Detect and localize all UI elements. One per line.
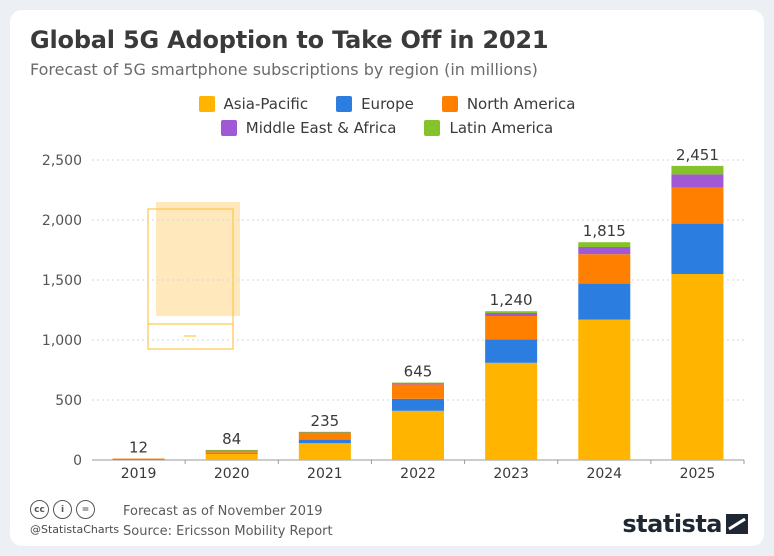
y-axis-ticks: 0 500 1,000 1,500 2,000 2,500 bbox=[42, 153, 82, 469]
bar-segment-europe-2024 bbox=[578, 283, 631, 320]
bar-segment-north-america-2019 bbox=[112, 458, 165, 460]
legend-row-2: Middle East & Africa Latin America bbox=[10, 119, 764, 137]
total-label-2020: 84 bbox=[222, 430, 241, 448]
chart-subtitle: Forecast of 5G smartphone subscriptions … bbox=[30, 60, 538, 79]
source-note: Source: Ericsson Mobility Report bbox=[123, 524, 333, 539]
x-axis-ticks: 2019 2020 2021 2022 2023 2024 2025 bbox=[121, 460, 745, 482]
bar-segment-asia-pacific-2022 bbox=[392, 410, 444, 460]
y-tick-label: 1,000 bbox=[42, 333, 82, 349]
y-tick-label: 1,500 bbox=[42, 273, 82, 289]
bar-segment-north-america-2020 bbox=[205, 450, 258, 453]
bar-segment-europe-2023 bbox=[485, 339, 538, 363]
legend-label-middle-east-africa: Middle East & Africa bbox=[245, 119, 397, 137]
bar-segment-middle-east-africa-2025 bbox=[671, 174, 724, 188]
x-tick-label-2022: 2022 bbox=[400, 466, 436, 482]
bar-segment-latin-america-2025 bbox=[671, 165, 724, 175]
x-tick-label-2021: 2021 bbox=[307, 466, 343, 482]
total-label-2023: 1,240 bbox=[490, 291, 533, 309]
legend-swatch-asia-pacific bbox=[198, 96, 215, 112]
legend-swatch-middle-east-africa bbox=[220, 120, 237, 136]
chart-title: Global 5G Adoption to Take Off in 2021 bbox=[30, 26, 549, 54]
bar-segment-asia-pacific-2020 bbox=[205, 453, 258, 460]
x-tick-label-2020: 2020 bbox=[214, 466, 250, 482]
bar-segment-middle-east-africa-2023 bbox=[485, 313, 538, 316]
bar-segment-north-america-2021 bbox=[298, 432, 351, 440]
bar-segment-asia-pacific-2021 bbox=[298, 443, 351, 460]
y-tick-label: 2,000 bbox=[42, 213, 82, 229]
legend-item-north-america: North America bbox=[441, 95, 576, 113]
bar-segment-middle-east-africa-2024 bbox=[578, 247, 631, 255]
bar-segment-north-america-2023 bbox=[485, 316, 538, 340]
nd-icon: = bbox=[76, 500, 95, 519]
bar-segment-latin-america-2022 bbox=[392, 382, 444, 384]
stacked-bar-chart: 0 500 1,000 1,500 2,000 2,500 12 84 235 645 1,240… bbox=[42, 146, 745, 482]
by-icon: i bbox=[53, 500, 72, 519]
footer-notes: Forecast as of November 2019 Source: Eri… bbox=[123, 502, 333, 542]
statista-handle: @StatistaCharts bbox=[30, 523, 120, 536]
total-label-2019: 12 bbox=[129, 439, 148, 457]
total-label-2025: 2,451 bbox=[676, 146, 719, 164]
legend-item-europe: Europe bbox=[336, 95, 414, 113]
legend-label-latin-america: Latin America bbox=[449, 119, 554, 137]
bar-segment-europe-2021 bbox=[298, 439, 351, 444]
bar-segment-latin-america-2023 bbox=[485, 311, 538, 313]
y-tick-label: 500 bbox=[55, 393, 82, 409]
total-label-2024: 1,815 bbox=[583, 222, 626, 240]
x-tick-label-2024: 2024 bbox=[586, 466, 622, 482]
x-tick-label-2025: 2025 bbox=[680, 466, 716, 482]
bar-segment-europe-2020 bbox=[205, 452, 258, 454]
total-label-2021: 235 bbox=[311, 412, 340, 430]
bar-segment-asia-pacific-2025 bbox=[671, 274, 724, 460]
legend-label-north-america: North America bbox=[466, 95, 576, 113]
bar-segment-latin-america-2021 bbox=[298, 431, 351, 433]
bar-segment-north-america-2024 bbox=[578, 254, 631, 284]
bar-segment-latin-america-2020 bbox=[205, 449, 258, 451]
y-tick-label: 2,500 bbox=[42, 153, 82, 169]
cc-icon: cc bbox=[30, 500, 49, 519]
smartphone-illustration bbox=[147, 202, 240, 350]
bar-segment-europe-2025 bbox=[671, 223, 724, 274]
legend-swatch-europe bbox=[336, 96, 353, 112]
legend-row-1: Asia-Pacific Europe North America bbox=[10, 95, 764, 113]
bar-segment-north-america-2025 bbox=[671, 187, 724, 224]
legend-item-middle-east-africa: Middle East & Africa bbox=[220, 119, 397, 137]
chart-card: Global 5G Adoption to Take Off in 2021 F… bbox=[10, 10, 764, 546]
bar-segment-asia-pacific-2023 bbox=[485, 362, 538, 460]
statista-logo: statista bbox=[622, 510, 748, 538]
legend-item-latin-america: Latin America bbox=[424, 119, 553, 137]
license-icons: cc i = bbox=[30, 500, 95, 519]
x-tick-label-2023: 2023 bbox=[493, 466, 529, 482]
legend-swatch-latin-america bbox=[424, 120, 441, 136]
bar-segment-asia-pacific-2024 bbox=[578, 319, 631, 460]
legend-label-asia-pacific: Asia-Pacific bbox=[223, 95, 309, 113]
forecast-note: Forecast as of November 2019 bbox=[123, 504, 323, 519]
bars bbox=[112, 165, 724, 460]
x-tick-label-2019: 2019 bbox=[121, 466, 157, 482]
total-label-2022: 645 bbox=[404, 363, 433, 381]
bar-segment-middle-east-africa-2022 bbox=[392, 383, 444, 385]
statista-mark-icon bbox=[726, 514, 748, 534]
bar-segment-europe-2022 bbox=[392, 398, 444, 411]
bar-segment-latin-america-2024 bbox=[578, 242, 631, 247]
total-labels: 12 84 235 645 1,240 1,815 2,451 bbox=[129, 146, 719, 457]
legend-swatch-north-america bbox=[441, 96, 458, 112]
y-tick-label: 0 bbox=[73, 453, 82, 469]
bar-segment-north-america-2022 bbox=[392, 384, 444, 399]
legend-label-europe: Europe bbox=[361, 95, 414, 113]
statista-wordmark: statista bbox=[622, 510, 722, 538]
legend-item-asia-pacific: Asia-Pacific bbox=[198, 95, 309, 113]
